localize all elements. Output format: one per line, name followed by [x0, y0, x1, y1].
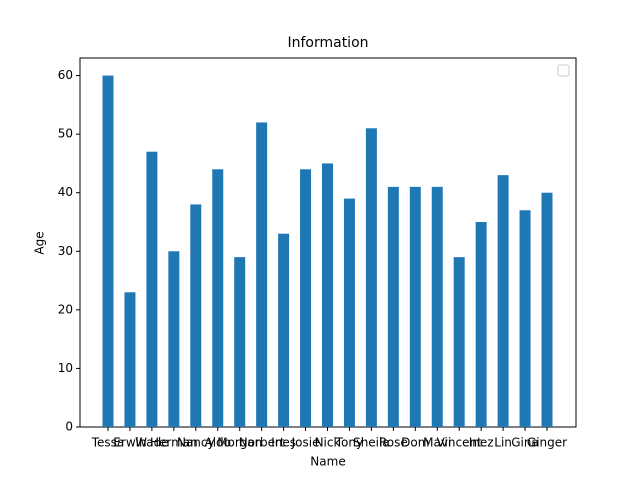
x-tick-label: Wade — [135, 436, 168, 450]
bar — [453, 257, 465, 427]
bar — [212, 169, 224, 428]
y-tick-label: 10 — [58, 361, 73, 375]
x-tick-label: Nick — [315, 436, 341, 450]
x-tick-label: Mavi — [423, 436, 451, 450]
bar — [497, 175, 509, 427]
bar — [190, 204, 202, 427]
x-tick-label: Rose — [379, 436, 408, 450]
x-tick-label: Morgan — [217, 436, 262, 450]
bar — [124, 292, 136, 427]
bar — [475, 222, 487, 427]
bar — [387, 186, 399, 427]
x-tick-label: Ginger — [527, 436, 567, 450]
x-tick-label: Lin — [494, 436, 512, 450]
y-tick-label: 0 — [65, 420, 73, 434]
bar — [343, 198, 355, 427]
x-tick-label: Sheila — [353, 436, 390, 450]
x-tick-label: Herman — [150, 436, 198, 450]
bar — [102, 75, 114, 428]
bar — [409, 186, 421, 427]
x-tick-label: Tony — [335, 436, 363, 450]
bar — [541, 192, 553, 427]
bar — [168, 251, 180, 427]
x-tick-label: Inez — [469, 436, 494, 450]
bar — [234, 257, 246, 427]
y-tick-label: 50 — [58, 127, 73, 141]
x-tick-label: Tessa — [91, 436, 125, 450]
bar — [146, 151, 158, 427]
x-tick-label: Gina — [511, 436, 539, 450]
bar — [300, 169, 312, 428]
y-axis-label: Age — [33, 231, 47, 254]
x-tick-label: Nancy — [177, 436, 215, 450]
x-tick-label: Ines — [271, 436, 296, 450]
legend-box — [557, 64, 570, 77]
x-tick-label: Dom — [401, 436, 429, 450]
x-tick-label: Vincent — [437, 436, 482, 450]
bar — [365, 128, 377, 428]
bar — [256, 122, 268, 427]
y-tick-label: 30 — [58, 244, 73, 258]
x-tick-label: Erwin — [113, 436, 146, 450]
y-tick-label: 40 — [58, 185, 73, 199]
chart-title: Information — [287, 35, 368, 51]
bar — [519, 210, 531, 427]
y-tick-label: 60 — [58, 68, 73, 82]
bar — [278, 233, 290, 427]
x-tick-label: Josie — [291, 436, 320, 450]
x-axis-label: Name — [310, 455, 345, 469]
bar — [322, 163, 333, 427]
x-tick-label: Aldo — [204, 436, 231, 450]
bar — [431, 186, 443, 427]
y-tick-label: 20 — [58, 302, 73, 316]
x-tick-label: Norbert — [239, 436, 285, 450]
